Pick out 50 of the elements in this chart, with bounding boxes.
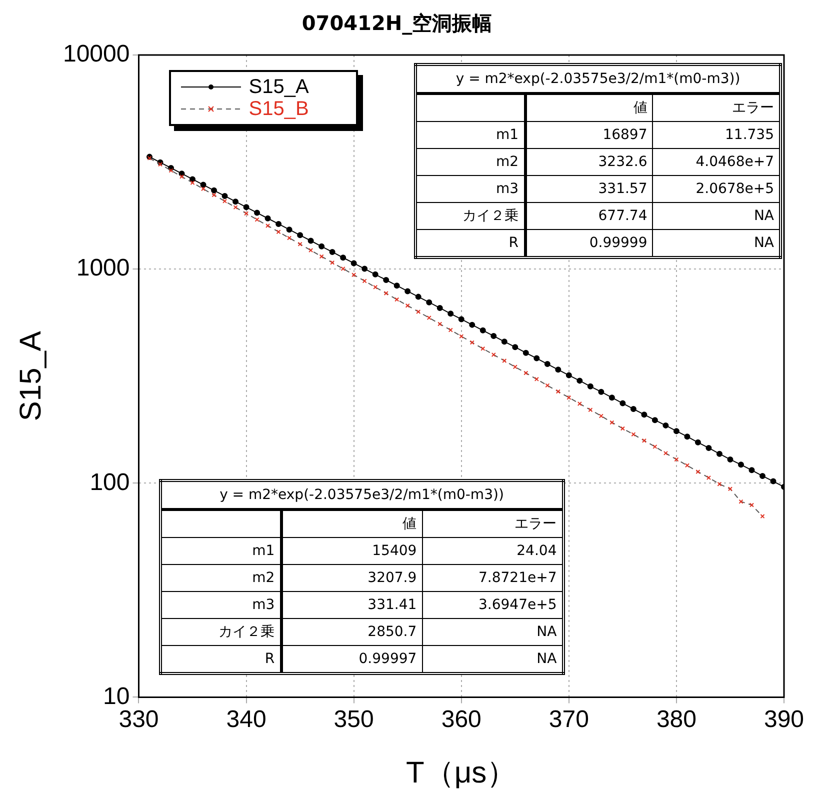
annotation: 24.04 xyxy=(422,538,564,565)
annotation: 3.6947e+5 xyxy=(422,592,564,619)
annotation: y = m2*exp(-2.03575e3/2/m1*(m0-m3)) xyxy=(160,480,564,510)
annotation: 677.74 xyxy=(525,202,653,230)
annotation: NA xyxy=(422,618,564,646)
annotation: エラー xyxy=(652,94,780,122)
annotation: R xyxy=(160,646,282,674)
annotation: 7.8721e+7 xyxy=(422,564,564,592)
annotation: エラー xyxy=(422,510,564,538)
annotation: 15409 xyxy=(281,538,422,565)
annotation: NA xyxy=(652,230,780,258)
annotation: 11.735 xyxy=(652,122,780,148)
annotation: 2.0678e+5 xyxy=(652,176,780,202)
annotation: 331.41 xyxy=(281,592,422,619)
x-tick-label: 350 xyxy=(334,706,374,734)
annotation: y = m2*exp(-2.03575e3/2/m1*(m0-m3)) xyxy=(416,64,780,94)
annotation: 3207.9 xyxy=(281,564,422,592)
annotation: R xyxy=(416,230,525,258)
annotation: 2850.7 xyxy=(281,618,422,646)
legend-label: S15_B xyxy=(248,98,309,120)
annotation: m3 xyxy=(416,176,525,202)
annotation: 4.0468e+7 xyxy=(652,148,780,176)
annotation: m1 xyxy=(160,538,282,565)
annotation: m2 xyxy=(416,148,525,176)
x-tick-label: 340 xyxy=(226,706,266,734)
x-axis-title: T（μs） xyxy=(406,756,517,790)
annotation: 値 xyxy=(281,510,422,538)
x-tick-label: 390 xyxy=(764,706,804,734)
annotation: m2 xyxy=(160,564,282,592)
annotation: 16897 xyxy=(525,122,653,148)
annotation: m1 xyxy=(416,122,525,148)
x-tick-label: 370 xyxy=(548,706,589,734)
annotation: カイ２乗 xyxy=(416,202,525,230)
x-tick-label: 380 xyxy=(656,706,696,734)
annotation: NA xyxy=(422,646,564,674)
legend-label: S15_A xyxy=(248,76,309,98)
annotation: 値 xyxy=(525,94,653,122)
annotation: 0.99997 xyxy=(281,646,422,674)
y-tick-label: 10000 xyxy=(62,40,130,68)
chart-title: 070412H_空洞振幅 xyxy=(302,11,492,36)
annotation: 331.57 xyxy=(525,176,653,202)
annotation: 3232.6 xyxy=(525,148,653,176)
y-tick-label: 100 xyxy=(90,468,130,496)
annotation: 0.99999 xyxy=(525,230,653,258)
annotation: NA xyxy=(652,202,780,230)
x-tick-label: 360 xyxy=(441,706,482,734)
annotation: カイ２乗 xyxy=(160,618,282,646)
y-tick-label: 1000 xyxy=(76,254,130,282)
annotation: m3 xyxy=(160,592,282,619)
y-axis-title: S15_A xyxy=(14,331,48,422)
